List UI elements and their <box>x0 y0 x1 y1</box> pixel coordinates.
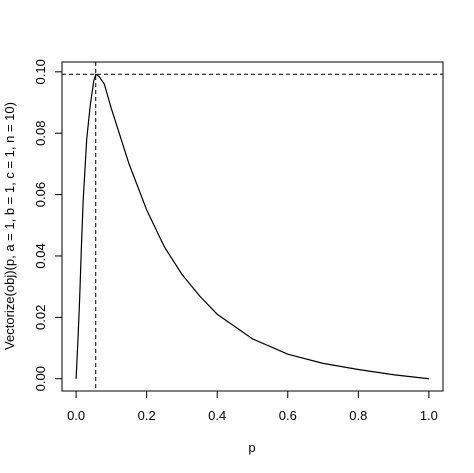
y-tick-label: 0.00 <box>33 366 48 391</box>
y-tick-label: 0.08 <box>33 121 48 146</box>
y-tick-label: 0.04 <box>33 243 48 268</box>
plot-box <box>61 61 444 392</box>
x-tick-label: 0.2 <box>138 408 156 423</box>
y-tick-label: 0.06 <box>33 182 48 207</box>
y-tick-label: 0.02 <box>33 305 48 330</box>
x-axis-label: p <box>248 440 255 455</box>
y-axis-label: Vectorize(obj)(p, a = 1, b = 1, c = 1, n… <box>2 102 17 350</box>
curve <box>75 73 429 380</box>
x-tick-label: 0.8 <box>349 408 367 423</box>
y-tick-label: 0.10 <box>33 59 48 84</box>
x-tick-label: 0.6 <box>279 408 297 423</box>
x-tick-label: 1.0 <box>420 408 438 423</box>
x-tick-label: 0.0 <box>67 408 85 423</box>
x-tick-label: 0.4 <box>208 408 226 423</box>
